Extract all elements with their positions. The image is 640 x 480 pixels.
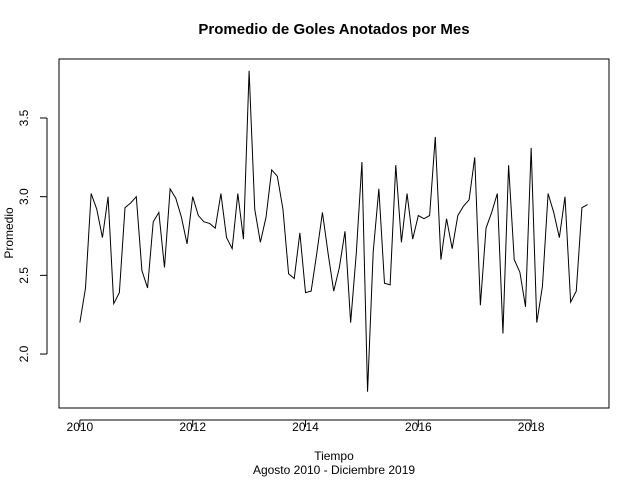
data-line <box>79 70 588 392</box>
plot-frame <box>58 58 610 409</box>
y-axis-label: Promedio <box>2 207 16 259</box>
x-tick-label: 2014 <box>292 420 319 434</box>
x-tick-label: 2016 <box>405 420 432 434</box>
x-axis-label: Tiempo <box>314 449 354 463</box>
chart-subtitle: Agosto 2010 - Diciembre 2019 <box>253 463 415 477</box>
y-tick-label: 3.5 <box>17 109 31 126</box>
chart-title: Promedio de Goles Anotados por Mes <box>198 21 469 38</box>
x-tick-label: 2010 <box>67 420 94 434</box>
x-tick-label: 2018 <box>518 420 545 434</box>
y-tick-label: 2.5 <box>17 267 31 284</box>
y-tick-label: 3.0 <box>17 188 31 205</box>
x-tick-label: 2012 <box>179 420 206 434</box>
y-tick-label: 2.0 <box>17 345 31 362</box>
